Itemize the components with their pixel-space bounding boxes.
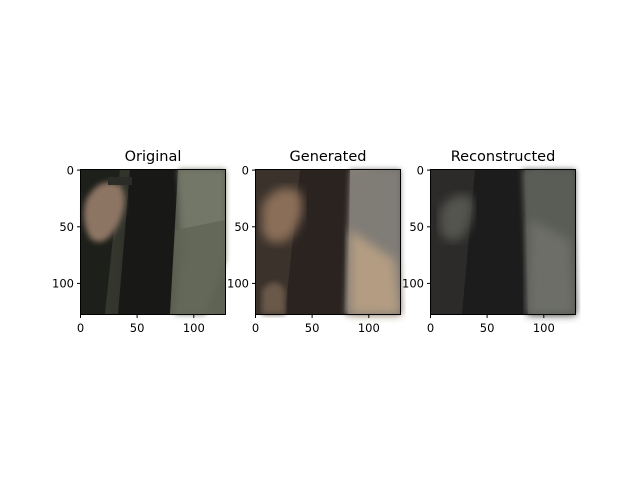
y-ticks-reconstructed: 0 50 100	[402, 163, 431, 291]
y-tick-label: 0	[242, 163, 249, 177]
panel-title-original: Original	[125, 149, 182, 165]
panel-title-reconstructed: Reconstructed	[451, 149, 556, 165]
x-tick-label: 50	[480, 321, 495, 335]
x-tick-label: 0	[252, 321, 259, 335]
axes-frame-original	[80, 169, 226, 315]
x-tick-label: 0	[427, 321, 434, 335]
y-tick-label: 100	[227, 277, 249, 291]
y-tick-label: 50	[234, 220, 249, 234]
y-tick-label: 100	[402, 277, 424, 291]
x-tick-label: 100	[533, 321, 555, 335]
x-tick-label: 100	[183, 321, 205, 335]
image-reconstructed	[430, 169, 576, 315]
x-tick-label: 100	[358, 321, 380, 335]
x-ticks-reconstructed: 0 50 100	[427, 314, 555, 335]
axes-frame-generated	[255, 169, 401, 315]
y-ticks-original: 0 50 100	[52, 163, 81, 291]
axes-frame-reconstructed	[430, 169, 576, 315]
y-tick-label: 100	[52, 277, 74, 291]
x-tick-label: 50	[305, 321, 320, 335]
x-tick-label: 50	[130, 321, 145, 335]
y-tick-label: 0	[417, 163, 424, 177]
y-tick-label: 50	[59, 220, 74, 234]
y-tick-label: 50	[409, 220, 424, 234]
y-ticks-generated: 0 50 100	[227, 163, 256, 291]
x-ticks-generated: 0 50 100	[252, 314, 380, 335]
image-original	[80, 169, 226, 315]
panel-reconstructed: Reconstructed 0 50 100 0 50 100	[402, 149, 576, 335]
x-tick-label: 0	[77, 321, 84, 335]
panel-title-generated: Generated	[290, 149, 367, 165]
panel-generated: Generated 0 50 100 0 50 100	[227, 149, 401, 335]
panel-original: Original 0 50 100 0 50 100	[52, 149, 226, 335]
x-ticks-original: 0 50 100	[77, 314, 205, 335]
image-generated	[255, 169, 401, 315]
y-tick-label: 0	[67, 163, 74, 177]
